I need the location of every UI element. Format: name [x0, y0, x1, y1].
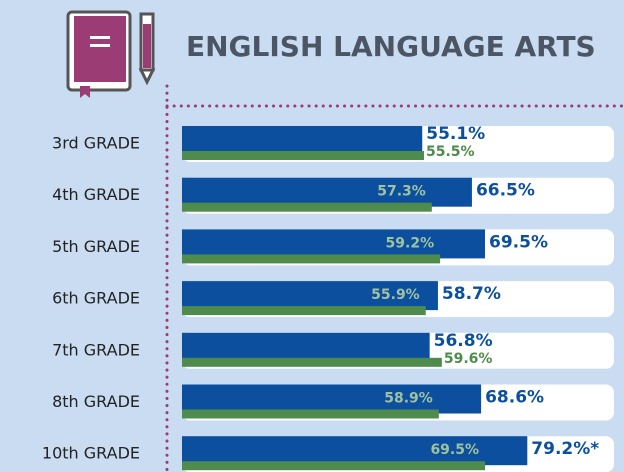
category-label: 3rd GRADE — [52, 134, 140, 153]
value-label: 58.7% — [442, 284, 501, 304]
bar — [182, 126, 423, 155]
value-label: 55.1% — [426, 124, 485, 144]
bar — [182, 281, 438, 311]
bar — [182, 436, 528, 466]
bar — [182, 384, 482, 414]
bar — [182, 254, 441, 264]
bar — [182, 202, 432, 212]
value-label: 79.2%* — [531, 439, 599, 459]
value-label: 66.5% — [476, 181, 535, 201]
value-label: 55.9% — [371, 287, 420, 303]
value-label: 59.2% — [386, 235, 435, 251]
value-label: 69.5% — [430, 442, 479, 458]
bar — [182, 332, 430, 362]
category-label: 5th GRADE — [52, 237, 140, 256]
value-label: 68.6% — [485, 388, 544, 408]
category-label: 6th GRADE — [52, 289, 140, 308]
chart-title: ENGLISH LANGUAGE ARTS — [186, 30, 596, 63]
bar — [182, 357, 442, 367]
bar — [182, 409, 439, 419]
bar — [182, 229, 486, 259]
category-label: 8th GRADE — [52, 392, 140, 411]
value-label: 58.9% — [384, 391, 433, 407]
bar — [182, 151, 424, 160]
category-label: 4th GRADE — [52, 185, 140, 204]
value-label: 55.5% — [426, 144, 475, 160]
value-label: 57.3% — [377, 184, 426, 200]
bar — [182, 306, 426, 316]
value-label: 59.6% — [444, 351, 493, 367]
category-label: 7th GRADE — [52, 340, 140, 359]
value-label: 69.5% — [489, 232, 548, 252]
bar — [182, 177, 472, 207]
bar — [182, 461, 486, 471]
book-icon — [66, 10, 156, 98]
category-label: 10th GRADE — [42, 444, 140, 463]
value-label: 56.8% — [434, 331, 493, 351]
